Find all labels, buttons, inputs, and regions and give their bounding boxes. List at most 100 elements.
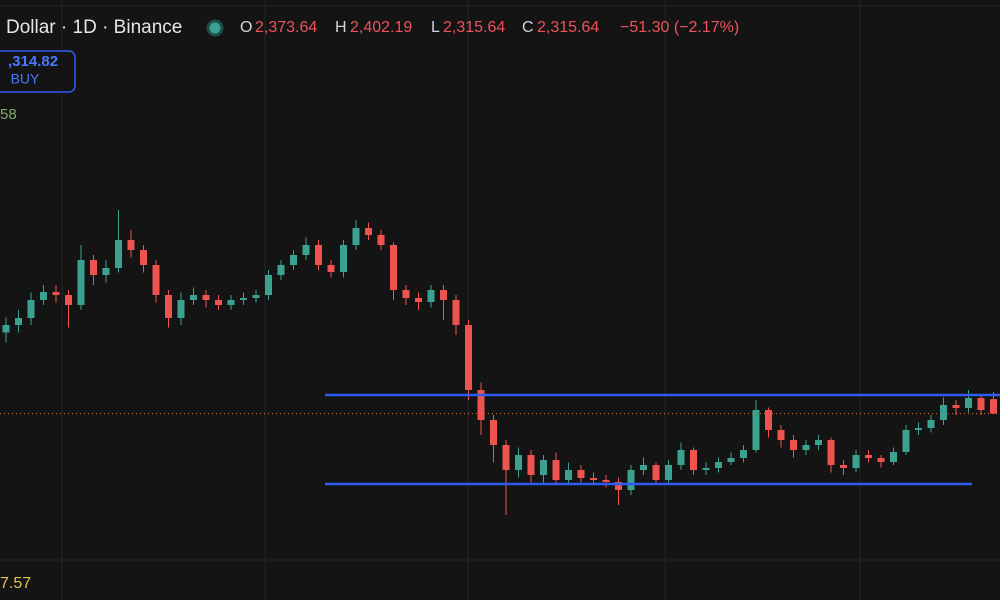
candle-body <box>627 470 635 490</box>
candle-body <box>515 455 522 470</box>
candle-body <box>140 250 147 265</box>
candle-body <box>702 468 710 470</box>
candle-body <box>802 445 810 450</box>
buy-label[interactable]: BUY <box>11 71 40 87</box>
candle-body <box>890 452 897 462</box>
candle-body <box>602 480 610 482</box>
candle-body <box>290 255 297 265</box>
candle-body <box>227 300 235 305</box>
candle-body <box>915 428 922 430</box>
candle-body <box>327 265 335 272</box>
candle-body <box>740 450 747 458</box>
candle-body <box>240 298 247 300</box>
ohlc-value: 2,402.19 <box>350 19 412 36</box>
candle-body <box>2 325 10 333</box>
candle-body <box>715 462 722 468</box>
candle-body <box>902 430 910 452</box>
candle-body <box>365 228 372 235</box>
candle-body <box>302 245 310 255</box>
candle-body <box>865 455 872 458</box>
candle-body <box>402 290 410 298</box>
candle-body <box>752 410 760 450</box>
candle-body <box>765 410 772 430</box>
candle-body <box>65 295 72 305</box>
buy-box[interactable] <box>0 50 76 93</box>
candle-body <box>640 465 647 470</box>
candle-body <box>827 440 835 465</box>
buy-button[interactable]: ,314.82 BUY <box>0 50 76 93</box>
candle-body <box>390 245 397 290</box>
candle-body <box>940 405 947 420</box>
ohlc-label: O <box>240 19 252 36</box>
candle-body <box>477 390 485 420</box>
candle-body <box>990 399 997 414</box>
candle-body <box>690 450 697 470</box>
candle-body <box>840 465 847 468</box>
candle-body <box>590 478 597 480</box>
candle-body <box>15 318 22 325</box>
candle-body <box>352 228 360 245</box>
change: −51.30 (−2.17%) <box>620 19 739 36</box>
candle-body <box>790 440 797 450</box>
candle-body <box>90 260 97 275</box>
candle-body <box>440 290 447 300</box>
candle-body <box>115 240 122 268</box>
candle-body <box>615 482 622 490</box>
bottom-value: 7.57 <box>0 575 31 592</box>
candle-body <box>427 290 435 302</box>
ohlc-label: C <box>522 19 534 36</box>
candle-body <box>102 268 110 275</box>
candle-body <box>927 420 935 428</box>
candle-body <box>277 265 285 275</box>
ohlc-value: 2,373.64 <box>255 19 317 36</box>
candle-body <box>377 235 385 245</box>
candle-body <box>315 245 322 265</box>
status-dot <box>206 19 224 37</box>
candle-body <box>465 325 472 390</box>
candle-body <box>652 465 660 480</box>
candle-body <box>177 300 185 318</box>
ohlc-label: L <box>431 19 440 36</box>
candle-body <box>127 240 135 250</box>
candle-body <box>452 300 460 325</box>
candle-body <box>415 298 422 302</box>
candle-body <box>40 292 47 300</box>
candle-body <box>565 470 572 480</box>
candle-body <box>815 440 822 445</box>
candle-body <box>665 465 672 480</box>
candle-body <box>502 445 510 470</box>
candle-body <box>52 292 60 295</box>
candle-body <box>152 265 160 295</box>
candle-body <box>977 398 985 410</box>
symbol-title: Dollar · 1D · Binance <box>6 17 182 38</box>
candle-body <box>965 398 972 408</box>
ohlc-value: 2,315.64 <box>537 19 599 36</box>
candle-body <box>215 300 222 305</box>
candle-body <box>190 295 197 300</box>
candle-body <box>202 295 210 300</box>
indicator-value: 58 <box>0 106 17 123</box>
candle-body <box>340 245 347 272</box>
candle-body <box>490 420 497 445</box>
candle-body <box>540 460 547 475</box>
ohlc-label: H <box>335 19 347 36</box>
candle-body <box>165 295 172 318</box>
candle-body <box>577 470 585 478</box>
candle-body <box>252 295 260 298</box>
candle-body <box>265 275 272 295</box>
candle-body <box>552 460 560 480</box>
candle-body <box>727 458 735 462</box>
plot <box>0 210 1000 515</box>
candle-body <box>77 260 85 305</box>
ohlc-value: 2,315.64 <box>443 19 505 36</box>
candle-body <box>677 450 685 465</box>
candle-body <box>877 458 885 462</box>
buy-price[interactable]: ,314.82 <box>8 53 58 70</box>
candle-body <box>527 455 535 475</box>
candle-body <box>952 405 960 408</box>
candle-body <box>27 300 35 318</box>
candle-body <box>777 430 785 440</box>
